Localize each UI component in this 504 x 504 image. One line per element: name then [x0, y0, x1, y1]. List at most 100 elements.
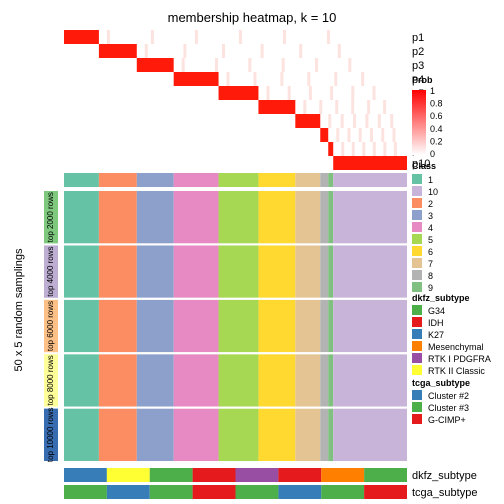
membership-row-label: p1	[412, 32, 424, 44]
class-bar-segment	[136, 173, 174, 187]
class-bar-segment	[295, 173, 321, 187]
membership-cell	[64, 30, 99, 44]
subtype-annotation-bars	[64, 468, 407, 499]
row-group-bar	[44, 245, 58, 298]
legend-label: 2	[428, 199, 433, 209]
membership-cell	[320, 128, 329, 142]
legend-swatch	[412, 222, 422, 232]
membership-cell	[358, 128, 362, 142]
prob-tick-label: 0	[430, 149, 435, 159]
heatmap-block	[64, 299, 99, 353]
legend-swatch	[412, 365, 422, 375]
heatmap-block	[64, 408, 99, 461]
heatmap-block	[173, 299, 219, 353]
class-bar-segment	[320, 173, 329, 187]
membership-row-label: p2	[412, 46, 424, 58]
class-legend-title: Class	[412, 161, 436, 171]
heatmap-block	[218, 299, 259, 353]
tcga-bar-segment	[235, 485, 279, 499]
tcga-bar-segment	[364, 485, 407, 499]
tcga-subtype-bar-label: tcga_subtype	[412, 487, 477, 499]
membership-cell	[362, 142, 366, 156]
membership-cell	[328, 114, 332, 128]
prob-tick-label: 0.2	[430, 136, 443, 146]
membership-cell	[98, 44, 137, 58]
heatmap-block	[295, 245, 321, 298]
legend-swatch	[412, 353, 422, 363]
heatmap-block	[295, 299, 321, 353]
row-group-label: top 4000 rows	[46, 246, 55, 296]
membership-cell	[315, 58, 319, 72]
heatmap-block	[173, 245, 219, 298]
dkfz-bar-segment	[235, 468, 279, 482]
tcga-bar-segment	[278, 485, 322, 499]
membership-cell	[299, 44, 303, 58]
membership-cell	[144, 44, 148, 58]
membership-cell	[218, 86, 259, 100]
legend-label: G-CIMP+	[428, 415, 466, 425]
heatmap-block	[218, 354, 259, 407]
y-axis-label: 50 x 5 random samplings	[13, 248, 25, 371]
membership-cell	[337, 44, 341, 58]
membership-cell	[392, 128, 396, 142]
legend-label: 1	[428, 175, 433, 185]
membership-cell	[383, 142, 387, 156]
membership-cell	[340, 114, 344, 128]
class-bar-segment	[98, 173, 137, 187]
legend-swatch	[412, 246, 422, 256]
membership-cell	[328, 142, 334, 156]
membership-cell	[238, 30, 242, 44]
membership-cell	[150, 30, 154, 44]
membership-cell	[390, 114, 394, 128]
prob-tick-label: 0.4	[430, 124, 443, 134]
heatmap-block	[328, 354, 334, 407]
prob-colorbar	[412, 90, 426, 155]
heatmap-block	[333, 191, 407, 244]
membership-cell	[326, 30, 330, 44]
legend-label: 3	[428, 211, 433, 221]
heatmap-block	[258, 408, 296, 461]
heatmap-block	[295, 354, 321, 407]
membership-cell	[372, 142, 376, 156]
heatmap-block	[258, 191, 296, 244]
heatmap-block	[64, 191, 99, 244]
heatmap-block	[258, 299, 296, 353]
heatmap-block	[258, 354, 296, 407]
heatmap-block	[333, 299, 407, 353]
heatmap-block	[173, 408, 219, 461]
legend-swatch	[412, 234, 422, 244]
dkfz-bar-segment	[106, 468, 150, 482]
legend-swatch	[412, 317, 422, 327]
legend-swatch	[412, 282, 422, 292]
membership-cell	[334, 72, 338, 86]
heatmap-block	[328, 408, 334, 461]
class-bar-segment	[173, 173, 219, 187]
membership-cell	[308, 86, 312, 100]
legend-label: Cluster #2	[428, 391, 469, 401]
class-bar-segment	[258, 173, 296, 187]
heatmap-block	[320, 245, 329, 298]
membership-cell	[183, 44, 187, 58]
prob-tick-label: 1	[430, 86, 435, 96]
class-bar-segment	[64, 173, 99, 187]
membership-cell	[280, 72, 284, 86]
dkfz-bar-segment	[64, 468, 107, 482]
heatmap-block	[328, 191, 334, 244]
membership-cell	[367, 100, 371, 114]
membership-cell	[336, 128, 340, 142]
membership-cell	[281, 58, 285, 72]
tcga-legend-title: tcga_subtype	[412, 378, 470, 388]
membership-cell	[226, 72, 230, 86]
membership-row-label: p10	[412, 158, 430, 170]
heatmap-block	[320, 408, 329, 461]
row-group-label: top 2000 rows	[46, 192, 55, 242]
membership-cell	[215, 58, 219, 72]
membership-cell	[330, 86, 334, 100]
heatmap-block	[136, 408, 174, 461]
legend-swatch	[412, 329, 422, 339]
tcga-bar-segment	[149, 485, 193, 499]
class-bar-segment	[333, 173, 407, 187]
prob-legend-title: Prob	[412, 75, 433, 85]
membership-cell	[303, 100, 307, 114]
heatmap-block	[258, 245, 296, 298]
